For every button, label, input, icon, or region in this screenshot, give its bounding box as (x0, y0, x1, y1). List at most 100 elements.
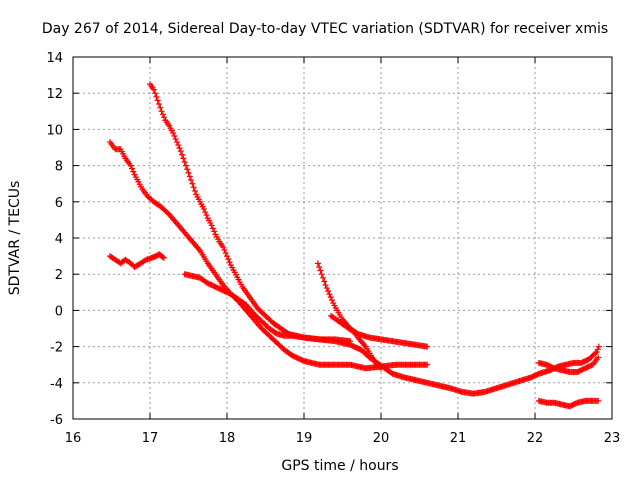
data-point (170, 130, 177, 137)
data-point (180, 155, 187, 162)
data-point (190, 184, 197, 191)
data-point (209, 225, 216, 232)
data-point (424, 361, 431, 368)
y-tick-label: 8 (55, 160, 63, 175)
series-track-h (535, 397, 602, 410)
data-point (202, 209, 209, 216)
data-point (184, 166, 191, 173)
data-point (208, 222, 215, 229)
data-point (154, 97, 161, 104)
data-point (160, 254, 167, 261)
x-axis-label: GPS time / hours (281, 458, 398, 474)
data-point (159, 111, 166, 118)
data-point (155, 101, 162, 108)
data-point (327, 294, 334, 301)
data-point (220, 244, 227, 251)
data-point (127, 162, 134, 169)
data-point (222, 250, 229, 257)
data-point (318, 271, 325, 278)
series-track-f (327, 312, 384, 372)
y-tick-label: -4 (50, 377, 63, 392)
data-point (171, 133, 178, 140)
x-tick-label: 19 (296, 431, 313, 446)
data-point (179, 151, 186, 158)
data-point (321, 278, 328, 285)
data-point (158, 108, 165, 115)
data-point (325, 288, 332, 295)
data-point (186, 173, 193, 180)
y-tick-label: -2 (50, 341, 63, 356)
data-point (349, 328, 356, 335)
series-track-d (181, 271, 354, 345)
data-point (172, 136, 179, 143)
data-point (157, 104, 164, 111)
x-tick-label: 18 (219, 431, 236, 446)
data-series (106, 81, 602, 410)
data-point (594, 346, 601, 353)
data-point (372, 359, 379, 366)
data-point (200, 206, 207, 213)
data-point (595, 397, 602, 404)
y-tick-label: 0 (55, 304, 63, 319)
data-point (177, 148, 184, 155)
data-point (225, 256, 232, 263)
data-point (593, 349, 600, 356)
y-tick-label: 4 (55, 232, 63, 247)
data-point (375, 362, 382, 369)
data-point (129, 165, 136, 172)
x-tick-label: 17 (142, 431, 159, 446)
grid (73, 57, 612, 419)
data-point (226, 259, 233, 266)
x-tick-label: 21 (450, 431, 467, 446)
data-point (319, 274, 326, 281)
data-point (152, 90, 159, 97)
data-point (595, 343, 602, 350)
series-track-g (535, 354, 602, 375)
x-tick-label: 20 (373, 431, 390, 446)
series-track-c (106, 251, 167, 270)
data-point (347, 338, 354, 345)
data-point (153, 93, 160, 100)
data-point (182, 162, 189, 169)
data-point (378, 365, 384, 372)
y-tick-label: -6 (50, 413, 63, 428)
data-point (317, 267, 324, 274)
x-tick-label: 22 (527, 431, 544, 446)
data-point (176, 145, 183, 152)
data-point (130, 168, 137, 175)
data-point (191, 187, 198, 194)
tick-labels: 16 17 18 19 20 21 22 23 -6 -4 -2 0 2 4 6 8 10 12 14 (46, 51, 620, 446)
data-point (592, 350, 599, 357)
data-point (323, 285, 330, 292)
y-axis-label: SDTVAR / TECUs (7, 181, 23, 296)
data-point (314, 260, 321, 267)
data-point (326, 291, 333, 298)
data-point (328, 297, 335, 304)
y-tick-label: 12 (46, 87, 63, 102)
chart-title: Day 267 of 2014, Sidereal Day-to-day VTE… (42, 21, 608, 37)
data-point (185, 169, 192, 176)
data-point (150, 86, 157, 93)
data-point (373, 361, 380, 368)
data-point (424, 343, 431, 350)
data-point (203, 212, 210, 219)
x-tick-label: 16 (65, 431, 82, 446)
data-point (224, 253, 230, 260)
data-point (376, 363, 383, 370)
data-point (141, 257, 148, 264)
data-point (161, 114, 168, 121)
data-point (316, 263, 323, 270)
y-tick-label: 2 (55, 268, 63, 283)
y-tick-label: 6 (55, 196, 63, 211)
data-point (221, 247, 228, 254)
series-track-b (147, 81, 602, 397)
data-point (595, 354, 602, 361)
data-point (211, 228, 218, 235)
plot-frame (72, 56, 613, 420)
data-point (189, 180, 196, 187)
y-tick-label: 14 (46, 51, 63, 66)
data-point (188, 177, 195, 184)
data-point (175, 142, 182, 149)
y-tick-label: 10 (46, 123, 63, 138)
